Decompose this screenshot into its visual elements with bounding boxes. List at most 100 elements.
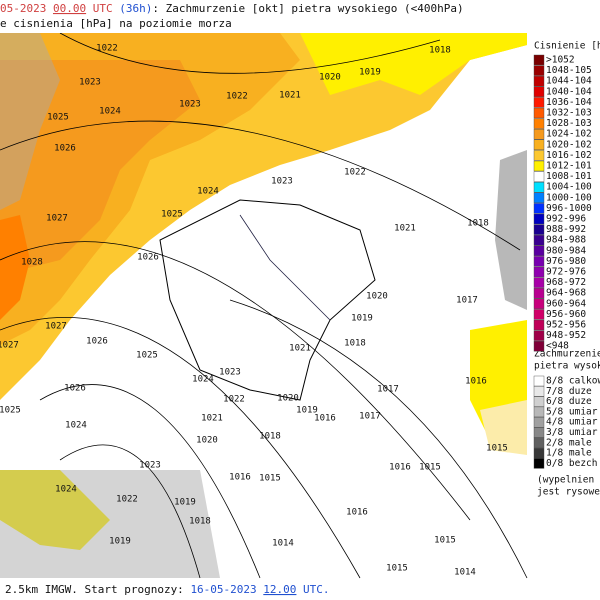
legend-label: 1048-105 [546, 65, 592, 76]
isobar [59, 32, 441, 74]
legend-swatch [533, 54, 545, 66]
isobar-label: 1023 [179, 100, 201, 110]
legend-swatch [533, 65, 545, 76]
isobar-label: 1028 [21, 258, 43, 268]
legend-label: 1000-100 [546, 192, 592, 203]
isobar-label: 1026 [86, 337, 108, 347]
cloud-west [0, 33, 60, 210]
legend-label: 1040-104 [546, 86, 592, 97]
legend-swatch [533, 75, 545, 87]
legend-swatch [533, 224, 545, 235]
legend-label: 5/8 umiar [546, 406, 598, 417]
legend-swatch [533, 256, 545, 267]
isobar-label: 1021 [279, 91, 301, 101]
legend-label: <948 [546, 341, 569, 352]
legend-label: 984-988 [546, 235, 586, 246]
legend-swatch [533, 406, 545, 418]
isobar-label: 1024 [99, 107, 121, 117]
isobar-label: 1023 [219, 368, 241, 378]
legend-label: 3/8 umiar [546, 427, 598, 438]
isobar-label: 1027 [0, 341, 19, 351]
legend-label: 1036-104 [546, 97, 592, 108]
legend-swatch [533, 427, 545, 438]
legend-label: 1/8 male [546, 448, 592, 459]
legend-label: 1016-102 [546, 150, 592, 161]
isobar [229, 299, 528, 579]
legend-label: 992-996 [546, 214, 586, 225]
isobar-label: 1015 [434, 536, 456, 546]
legend-swatch [533, 150, 545, 161]
isobar [0, 241, 471, 521]
footer-bar [0, 579, 600, 600]
isobar-label: 1016 [314, 414, 336, 424]
isobar-label: 1018 [344, 339, 366, 349]
legend-note: jest rysowe [537, 487, 600, 498]
legend-swatch [533, 160, 545, 172]
isobar-label: 1024 [65, 421, 87, 431]
isobar [39, 384, 261, 579]
isobar [59, 444, 201, 579]
legend-label: 976-980 [546, 256, 586, 267]
legend-label: 0/8 bezch [546, 458, 597, 469]
legend-swatch [533, 203, 545, 214]
legend-swatch [533, 309, 545, 320]
region-border [239, 214, 331, 321]
isobar-label: 1015 [259, 474, 281, 484]
isobar-label: 1015 [386, 564, 408, 574]
isobar-label: 1020 [196, 436, 218, 446]
legend-label: 2/8 male [546, 437, 592, 448]
legend-label: >1052 [546, 55, 575, 66]
isobar-label: 1025 [0, 406, 21, 416]
high-pressure-1024 [0, 60, 200, 275]
isobar-label: 1026 [54, 144, 76, 154]
legend-swatch [533, 417, 545, 428]
legend-label: 956-960 [546, 309, 586, 320]
start-time: 12.00 [263, 583, 296, 596]
legend-label: 1032-103 [546, 108, 592, 119]
isobar-label: 1016 [389, 463, 411, 473]
legend-label: 972-976 [546, 267, 586, 278]
yellow-patch-sw [0, 470, 110, 550]
isobar-label: 1016 [229, 473, 251, 483]
isobar-label: 1018 [467, 219, 489, 229]
legend-swatch [533, 447, 545, 459]
country-border [159, 199, 376, 401]
isobar-label: 1025 [47, 113, 69, 123]
isobar-label: 1024 [55, 485, 77, 495]
isobar-label: 1022 [116, 495, 138, 505]
isobar-label: 1014 [454, 568, 476, 578]
legend-label: 1044-104 [546, 76, 592, 87]
start-date: 16-05-2023 [190, 583, 256, 596]
cloud-east [495, 150, 527, 310]
legend-swatch [533, 107, 545, 119]
isobar-label: 1016 [346, 508, 368, 518]
legend-label: 964-968 [546, 288, 586, 299]
legend-label: 1012-101 [546, 161, 592, 172]
isobar-label: 1023 [139, 461, 161, 471]
legend-label: 4/8 umiar [546, 417, 598, 428]
isobar-label: 1018 [189, 517, 211, 527]
isobar-label: 1018 [429, 46, 451, 56]
legend-label: 8/8 calkow [546, 376, 600, 387]
footer-prefix: 2.5km IMGW. Start prognozy: [5, 583, 184, 596]
isobar-label: 1022 [96, 44, 118, 54]
legend-swatch [533, 171, 545, 182]
legend-swatch [533, 458, 545, 469]
header-bar [0, 0, 600, 33]
cloud-south [0, 470, 220, 578]
legend-swatch [533, 277, 545, 288]
isobar-label: 1019 [109, 537, 131, 547]
isobar-label: 1022 [223, 395, 245, 405]
cloud-legend-title: pietra wysokie [534, 361, 600, 372]
legend-swatch [533, 234, 545, 246]
legend-swatch [533, 266, 545, 278]
legend-label: 980-984 [546, 245, 586, 256]
isobar-label: 1020 [319, 73, 341, 83]
isobar-label: 1022 [226, 92, 248, 102]
legend-swatch [533, 97, 545, 108]
legend-label: 952-956 [546, 320, 586, 331]
legend-swatch [533, 396, 545, 407]
isobar-label: 1021 [394, 224, 416, 234]
lead-time: (36h) [119, 2, 152, 15]
high-pressure-1028 [0, 215, 30, 320]
